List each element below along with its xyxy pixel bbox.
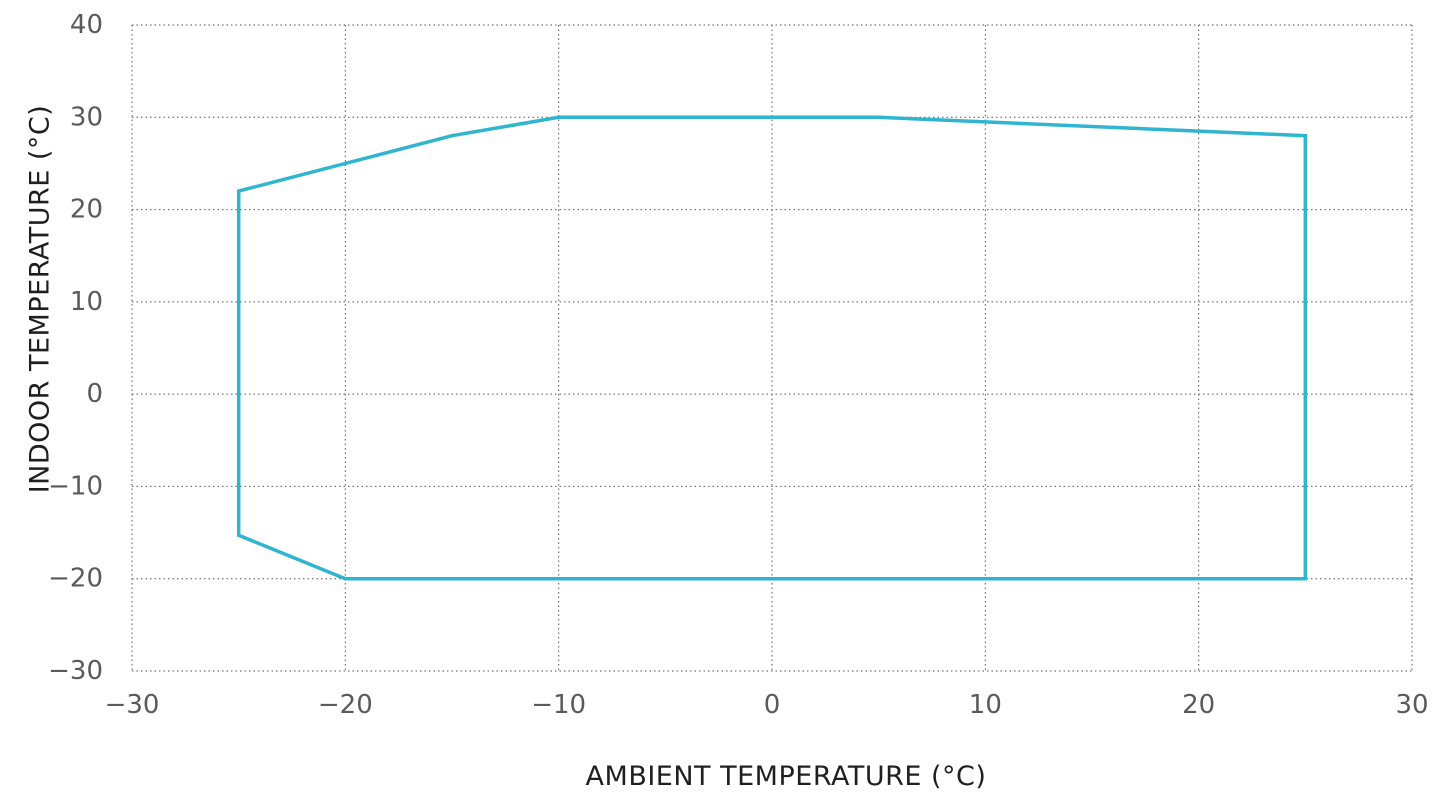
x-tick-label: −30 bbox=[105, 690, 160, 720]
envelope-vertex-point bbox=[450, 134, 454, 138]
x-axis-title: AMBIENT TEMPERATURE (°C) bbox=[586, 761, 987, 792]
y-tick-label: −10 bbox=[48, 471, 103, 501]
x-tick-label: −20 bbox=[318, 690, 373, 720]
x-tick-label: 10 bbox=[969, 690, 1002, 720]
y-tick-label: 40 bbox=[70, 10, 103, 40]
series bbox=[236, 115, 1308, 581]
y-tick-label: 30 bbox=[70, 102, 103, 132]
y-tick-label: −30 bbox=[48, 656, 103, 686]
x-tick-label: 20 bbox=[1182, 690, 1215, 720]
y-tick-label: 20 bbox=[70, 195, 103, 225]
envelope-vertex-point bbox=[236, 533, 241, 538]
y-axis-title: INDOOR TEMPERATURE (°C) bbox=[25, 105, 56, 494]
y-tick-label: 10 bbox=[70, 287, 103, 317]
envelope-vertex-point bbox=[1303, 577, 1308, 581]
x-tick-label: 0 bbox=[764, 690, 781, 720]
envelope-vertex-point bbox=[876, 115, 881, 119]
envelope-vertex-point bbox=[556, 115, 561, 119]
envelope-vertex-point bbox=[1303, 134, 1308, 138]
y-tick-label: 0 bbox=[86, 379, 103, 409]
x-tick-label: −10 bbox=[531, 690, 586, 720]
envelope-vertex-point bbox=[236, 189, 241, 193]
x-tick-label: 30 bbox=[1395, 690, 1428, 720]
envelope-vertex-point bbox=[343, 577, 348, 581]
grid bbox=[131, 24, 1413, 672]
x-axis-ticks: −30 −20 −10 0 10 20 30 bbox=[105, 690, 1429, 720]
operating-envelope-line bbox=[236, 115, 1308, 581]
y-tick-label: −20 bbox=[48, 564, 103, 594]
y-axis-ticks: −30 −20 −10 0 10 20 30 40 bbox=[48, 10, 103, 686]
